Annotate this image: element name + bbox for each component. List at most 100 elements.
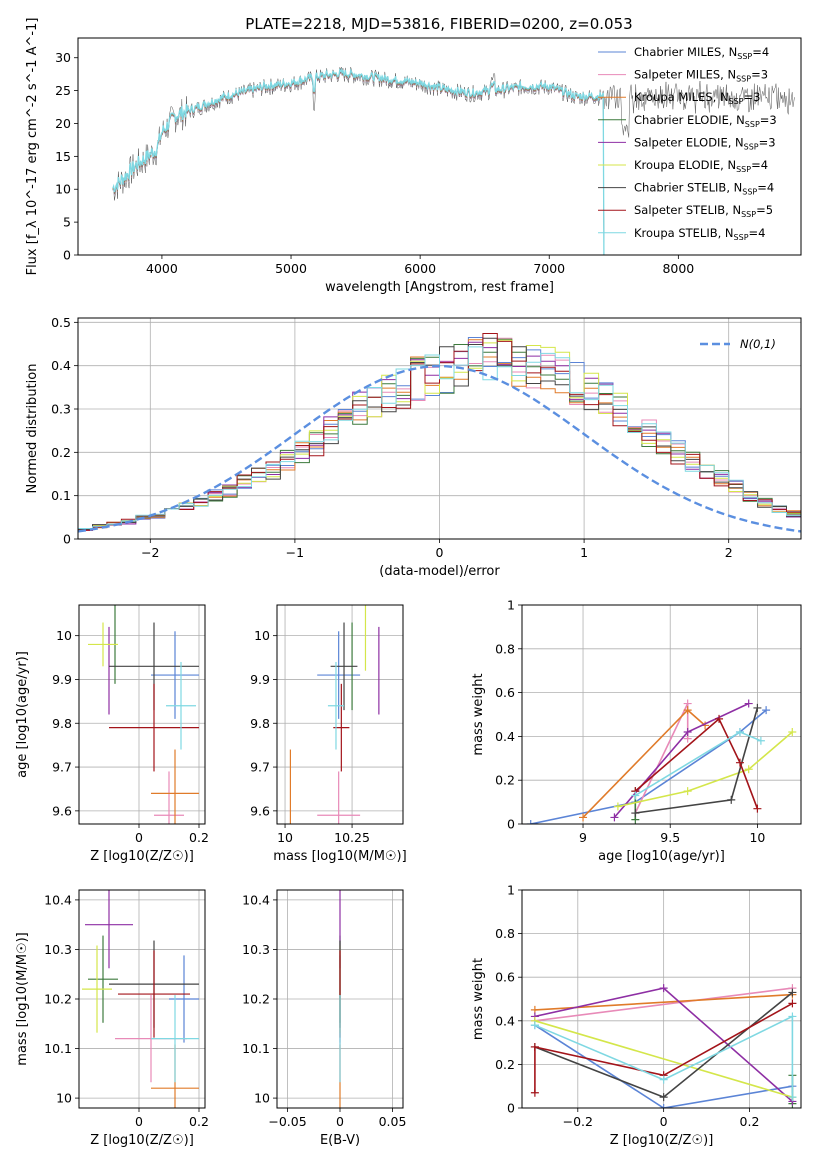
mass-weight-point (715, 714, 724, 723)
x-tick-label: 1 (580, 545, 588, 560)
mass-weight-point (735, 728, 744, 737)
legend-count: =4 (752, 45, 769, 59)
x-tick-label: 9.5 (660, 830, 680, 845)
mass-weight-point (788, 988, 797, 997)
spectrum-model-line (112, 67, 605, 255)
y-tick-label: 10.4 (242, 892, 270, 907)
y-tick-label: 9.9 (52, 672, 72, 687)
legend-count: =3 (751, 68, 768, 82)
legend-sub: SSP (736, 75, 751, 84)
mass-weight-point (530, 1088, 539, 1097)
mass-weight-line (534, 987, 793, 1022)
mass-weight-line (617, 731, 793, 808)
age-vs-mass-axes: 10 10.25 9.6 9.7 9.8 9.9 10 mass [log10(M/M☉)] (250, 605, 407, 864)
age-vs-mass-frame (276, 604, 404, 825)
y-tick-label: 10.4 (44, 892, 72, 907)
mass-weight-line (634, 717, 759, 809)
legend-entry: Salpeter STELIB, NSSP=5 (634, 203, 773, 219)
x-tick-label: −2 (141, 545, 159, 560)
y-tick-label: 10.1 (44, 1041, 72, 1056)
y-tick-label: 10 (254, 628, 270, 643)
legend-count: =4 (749, 226, 766, 240)
mass-weight-point (744, 765, 753, 774)
legend-entry: Salpeter MILES, NSSP=3 (634, 68, 768, 84)
y-tick-label: 0.4 (495, 729, 515, 744)
x-axis-label: (data-model)/error (379, 564, 500, 579)
x-axis-label: age [log10(age/yr)] (598, 849, 725, 864)
residual-hist-axes: −2 −1 0 1 2 0 0.1 0.2 0.3 0.4 0.5 (data-model)/erro… (25, 315, 801, 579)
y-tick-label: 10.3 (44, 942, 72, 957)
y-tick-label: 10.2 (44, 992, 72, 1007)
massweight-vs-Z-lines (530, 984, 797, 1108)
legend-entry: Chabrier ELODIE, NSSP=3 (634, 113, 777, 129)
mass-weight-point (613, 802, 622, 811)
mass-weight-point (788, 999, 797, 1008)
x-axis-label: wavelength [Angstrom, rest frame] (325, 280, 554, 295)
y-axis-label: mass [log10(M/M☉)] (15, 932, 30, 1065)
x-axis-label: Z [log10(Z/Z☉)] (610, 1133, 714, 1148)
y-tick-label: 1 (507, 598, 515, 613)
y-tick-label: 9.8 (250, 716, 270, 731)
x-tick-label: 0 (135, 1114, 143, 1129)
legend-entry: Kroupa STELIB, NSSP=4 (634, 226, 765, 242)
mass-weight-point (756, 736, 765, 745)
mass-weight-point (659, 1075, 668, 1084)
x-tick-label: 0 (660, 1114, 668, 1129)
mass-weight-point (683, 787, 692, 796)
mass-weight-point (610, 813, 619, 822)
x-axis-label: mass [log10(M/M☉)] (273, 849, 406, 864)
mass-weight-point (579, 813, 588, 822)
x-tick-label: 10 (277, 830, 293, 845)
y-tick-label: 9.9 (250, 672, 270, 687)
y-tick-label: 0.6 (495, 685, 515, 700)
y-tick-label: 0.4 (51, 358, 71, 373)
y-tick-label: 30 (55, 50, 71, 65)
mass-weight-point (762, 706, 771, 715)
massweight-vs-age-frame (521, 604, 802, 825)
mass-weight-line (534, 1002, 793, 1093)
x-tick-label: 4000 (146, 261, 178, 276)
y-tick-label: 20 (55, 116, 71, 131)
mass-weight-point (526, 820, 535, 824)
y-tick-label: 0.2 (495, 773, 515, 788)
y-tick-label: 0.4 (495, 1013, 515, 1028)
spectrum-lines (112, 66, 795, 255)
figure-title: PLATE=2218, MJD=53816, FIBERID=0200, z=0… (245, 15, 632, 33)
massweight-vs-Z-frame (521, 889, 802, 1109)
y-tick-label: 9.6 (250, 803, 270, 818)
mass-weight-point (735, 758, 744, 767)
y-tick-label: 10.3 (242, 942, 270, 957)
x-tick-label: 0 (135, 830, 143, 845)
mass-weight-point (683, 706, 692, 715)
legend-entry: Kroupa ELODIE, NSSP=4 (634, 158, 768, 174)
histogram-step-line (78, 339, 801, 530)
x-tick-label: −0.05 (268, 1114, 306, 1129)
mass-vs-Z-frame (78, 889, 206, 1109)
legend-sub: SSP (741, 210, 756, 219)
age-vs-Z-points (88, 605, 199, 824)
x-tick-label: 7000 (533, 261, 565, 276)
mass-weight-line (534, 1020, 793, 1098)
mass-weight-point (530, 1042, 539, 1051)
legend-sub: SSP (745, 120, 760, 129)
mass-vs-ebv-frame (276, 889, 404, 1109)
y-tick-label: 0 (63, 532, 71, 547)
legend-count: =4 (757, 181, 774, 195)
mass-weight-point (530, 1021, 539, 1030)
y-tick-label: 5 (63, 215, 71, 230)
mass-weight-point (788, 1012, 797, 1021)
spectrum-legend: Chabrier MILES, NSSP=4 Salpeter MILES, NS… (598, 45, 777, 242)
y-tick-label: 10 (56, 1091, 72, 1106)
x-tick-label: 9 (579, 830, 587, 845)
y-tick-label: 10.1 (242, 1041, 270, 1056)
mass-weight-point (683, 728, 692, 737)
y-tick-label: 0.6 (495, 970, 515, 985)
y-tick-label: 0.2 (51, 445, 71, 460)
massweight-vs-age-lines (526, 699, 797, 824)
y-axis-label: Flux [f_λ 10^-17 erg cm^-2 s^-1 A^-1] (25, 18, 40, 276)
y-tick-label: 0.8 (495, 641, 515, 656)
y-axis-label: age [log10(age/yr)] (15, 651, 30, 778)
x-tick-label: −1 (286, 545, 304, 560)
mass-weight-point (788, 1093, 797, 1102)
